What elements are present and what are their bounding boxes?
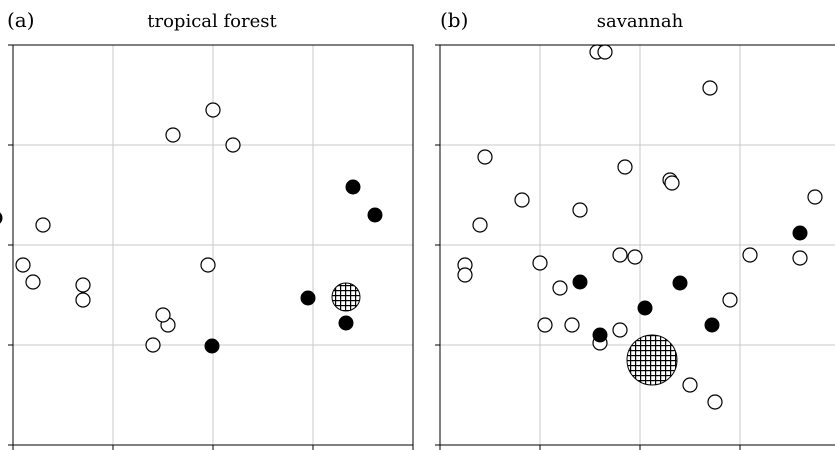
- ticks-b: [435, 44, 741, 450]
- grid-b: [440, 45, 835, 445]
- filled-point-b-4: [704, 317, 720, 333]
- open-point-b-17: [742, 247, 758, 263]
- open-point-b-15: [457, 267, 473, 283]
- open-point-a-11: [225, 137, 241, 153]
- open-point-b-2: [702, 80, 718, 96]
- open-point-b-8: [514, 192, 530, 208]
- filled-point-b-2: [672, 275, 688, 291]
- open-point-a-5: [75, 277, 91, 293]
- panel-savannah: (b) savannah: [435, 8, 835, 450]
- open-point-b-1: [597, 44, 613, 60]
- panel-tropical-forest: (a) tropical forest: [0, 8, 414, 450]
- open-point-b-3: [477, 149, 493, 165]
- open-point-b-22: [612, 322, 628, 338]
- open-point-a-3: [15, 257, 31, 273]
- open-point-b-12: [627, 249, 643, 265]
- open-point-b-16: [552, 280, 568, 296]
- open-point-a-9: [155, 307, 171, 323]
- plot-frame-a: [12, 44, 414, 446]
- filled-point-a-0: [0, 212, 3, 224]
- open-point-a-2: [35, 217, 51, 233]
- highlight-point-a: [331, 282, 361, 312]
- open-point-b-18: [792, 250, 808, 266]
- open-point-b-9: [572, 202, 588, 218]
- open-point-b-19: [722, 292, 738, 308]
- panel-title-b: savannah: [597, 11, 684, 32]
- points-a: [0, 102, 383, 354]
- panel-title-a: tropical forest: [147, 11, 277, 32]
- open-point-a-6: [75, 292, 91, 308]
- open-point-b-13: [532, 255, 548, 271]
- panel-label-b: (b): [440, 8, 468, 32]
- open-point-a-10: [145, 337, 161, 353]
- open-point-a-8: [200, 257, 216, 273]
- filled-point-a-1: [204, 338, 220, 354]
- filled-point-b-1: [637, 300, 653, 316]
- panel-label-a: (a): [7, 8, 35, 32]
- open-point-b-25: [707, 394, 723, 410]
- filled-point-b-0: [572, 274, 588, 290]
- open-point-a-0: [205, 102, 221, 118]
- filled-point-a-2: [300, 290, 316, 306]
- filled-point-b-3: [592, 327, 608, 343]
- open-point-b-10: [472, 217, 488, 233]
- open-point-b-7: [807, 189, 823, 205]
- open-point-b-11: [612, 247, 628, 263]
- open-point-a-4: [25, 274, 41, 290]
- highlight-point-b: [626, 334, 678, 386]
- open-point-b-20: [537, 317, 553, 333]
- filled-point-b-5: [792, 225, 808, 241]
- open-point-b-24: [682, 377, 698, 393]
- filled-point-a-3: [338, 315, 354, 331]
- open-point-a-1: [165, 127, 181, 143]
- ticks-a: [8, 44, 414, 450]
- filled-point-a-4: [345, 179, 361, 195]
- filled-point-a-5: [367, 207, 383, 223]
- open-point-b-21: [564, 317, 580, 333]
- open-point-b-6: [664, 175, 680, 191]
- open-point-b-4: [617, 159, 633, 175]
- plot-frame-b: [439, 44, 835, 446]
- points-b: [457, 44, 823, 410]
